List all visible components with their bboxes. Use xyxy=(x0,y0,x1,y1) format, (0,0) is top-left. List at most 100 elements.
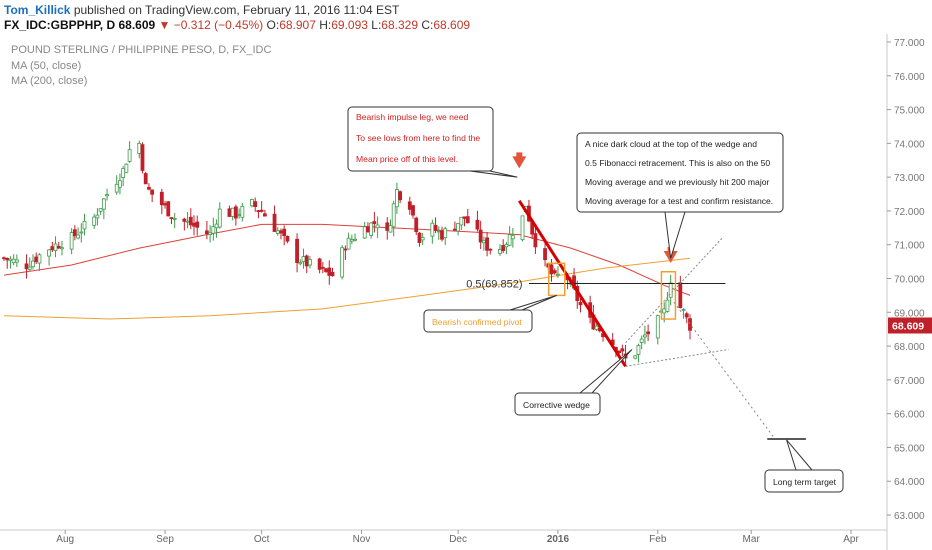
candle-body xyxy=(369,222,374,236)
author-link[interactable]: Tom_Killick xyxy=(4,3,71,17)
candle-body xyxy=(37,254,42,264)
callout-text: A nice dark cloud at the top of the wedg… xyxy=(585,139,757,149)
wedge-lower-line xyxy=(625,348,729,367)
price-tick-label: 66.000 xyxy=(894,410,925,421)
candle-body xyxy=(192,222,196,227)
candle-body xyxy=(53,243,58,251)
callout-text: Moving average for a test and confirm re… xyxy=(585,196,773,206)
candle-body xyxy=(340,247,345,278)
candle-body xyxy=(395,189,399,208)
candle-body xyxy=(533,233,538,248)
candle-body xyxy=(578,301,583,306)
candle-body xyxy=(391,203,396,228)
price-tick-label: 76.000 xyxy=(894,72,925,83)
callout-text: Moving average and we previously hit 200… xyxy=(585,177,770,187)
callout-pointer xyxy=(579,349,633,394)
time-tick-label: Aug xyxy=(56,534,74,545)
price-tick-label: 64.000 xyxy=(894,477,925,488)
price-tick-label: 65.000 xyxy=(894,443,925,454)
callout-box xyxy=(347,106,494,172)
candle-body xyxy=(185,220,190,223)
candle-body xyxy=(684,313,689,318)
candle-body xyxy=(436,230,441,233)
candle-body xyxy=(82,220,87,230)
ma50-legend[interactable]: MA (50, close) xyxy=(11,60,82,72)
candle-body xyxy=(195,221,200,228)
candle-body xyxy=(507,234,512,246)
candle-body xyxy=(259,209,264,212)
candle-body xyxy=(488,248,493,251)
candle-body xyxy=(79,231,84,234)
candle-body xyxy=(101,198,106,210)
candlesticks xyxy=(2,140,692,364)
candle-body xyxy=(552,270,557,274)
price-axis: 77.000 76.000 75.000 74.000 73.000 72.000 71.0… xyxy=(887,38,932,522)
fib-level-label: 0.5(69.852) xyxy=(466,279,522,291)
candle-body xyxy=(285,235,290,242)
candle-body xyxy=(92,216,97,226)
candle-body xyxy=(253,201,258,208)
down-arrow-icon xyxy=(512,156,527,169)
candle-body xyxy=(324,268,328,272)
candle-body xyxy=(301,256,306,262)
candle-body xyxy=(485,237,489,251)
price-tick-label: 70.000 xyxy=(894,275,925,286)
candle-body xyxy=(250,199,254,207)
candle-body xyxy=(204,230,209,234)
candle-body xyxy=(143,173,148,185)
candle-body xyxy=(504,244,509,248)
price-tick-label: 68.000 xyxy=(894,342,925,353)
candle-body xyxy=(372,221,377,224)
price-tick-label: 63.000 xyxy=(894,511,925,522)
candle-body xyxy=(295,238,299,263)
candle-body xyxy=(320,266,325,269)
symbol-bar: FX_IDC:GBPPHP, D 68.609 ▼ −0.312 (−0.45%… xyxy=(4,18,470,32)
candle-body xyxy=(298,262,303,265)
callout-text: Corrective wedge xyxy=(523,400,590,410)
candle-body xyxy=(24,263,29,270)
candle-body xyxy=(27,266,32,270)
time-tick-label: Feb xyxy=(649,534,667,545)
candle-body xyxy=(639,338,644,343)
candle-body xyxy=(662,308,667,314)
publish-header: Tom_Killick published on TradingView.com… xyxy=(0,0,932,34)
candle-body xyxy=(304,255,309,267)
symbol-name: FX_IDC:GBPPHP, D xyxy=(4,18,116,32)
price-tick-label: 71.000 xyxy=(894,241,925,252)
candle-body xyxy=(140,144,145,171)
candle-body xyxy=(137,143,142,154)
candle-body xyxy=(31,260,35,268)
last-price-label: 68.609 xyxy=(892,320,924,332)
candle-body xyxy=(11,258,16,264)
candle-body xyxy=(543,248,547,261)
time-tick-label: Dec xyxy=(449,534,467,545)
candle-body xyxy=(308,259,312,266)
change-arrow: ▼ xyxy=(158,18,171,32)
price-chart[interactable]: 0.5(69.852) 77.000 76.000 75.000 74.000 73.0… xyxy=(0,34,932,550)
candle-body xyxy=(240,205,245,218)
candle-body xyxy=(459,216,464,226)
candle-body xyxy=(76,234,80,239)
candle-body xyxy=(47,249,51,257)
candle-body xyxy=(237,214,242,216)
candle-body xyxy=(166,201,171,217)
time-tick-label: Sep xyxy=(156,534,174,545)
price-tick-label: 74.000 xyxy=(894,139,925,150)
candle-body xyxy=(388,225,393,233)
time-tick-label: Mar xyxy=(743,534,761,545)
candle-body xyxy=(60,247,64,250)
candle-body xyxy=(147,186,151,190)
ohlc-low: 68.329 xyxy=(381,18,418,32)
candle-body xyxy=(2,257,6,260)
change-value: −0.312 (−0.45%) xyxy=(173,18,264,32)
last-price-marker xyxy=(888,317,932,334)
callout-pointer xyxy=(509,294,557,311)
callout-text: Bearish confirmed pivot xyxy=(432,317,522,327)
callout-box xyxy=(576,132,784,213)
candle-body xyxy=(633,355,638,359)
candle-body xyxy=(50,246,55,251)
candle-body xyxy=(456,223,461,232)
callout-text: To see lows from here to find the xyxy=(356,133,480,143)
ma200-legend[interactable]: MA (200, close) xyxy=(11,75,88,87)
candle-body xyxy=(172,218,177,220)
